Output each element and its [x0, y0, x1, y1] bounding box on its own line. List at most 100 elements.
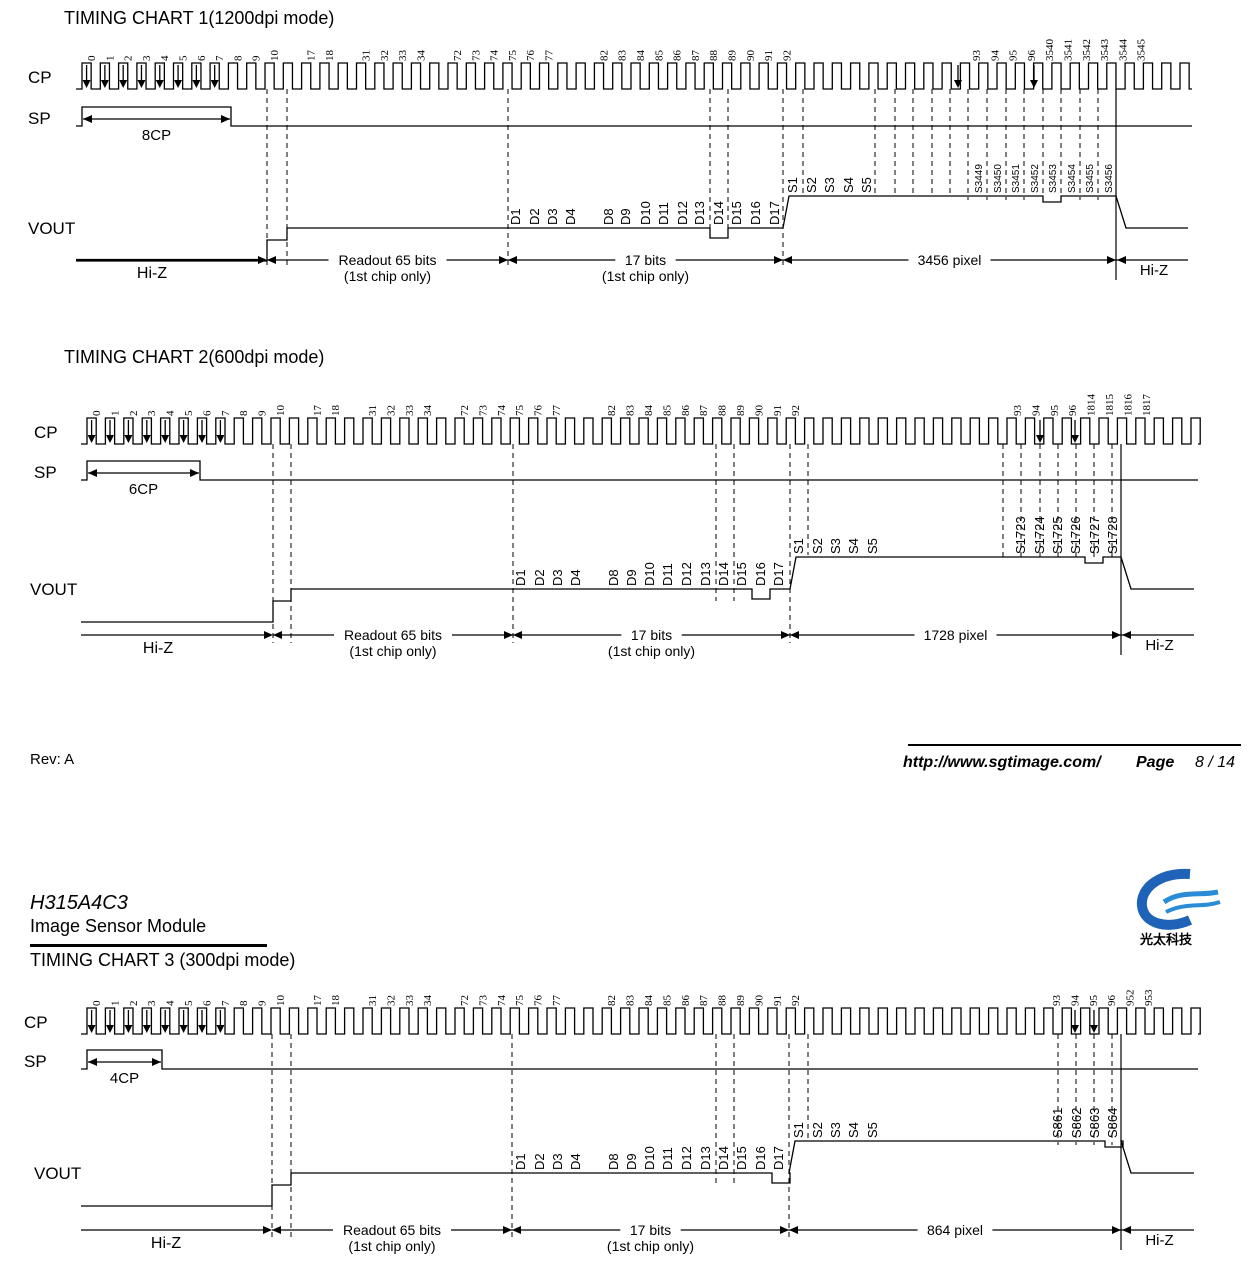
data-bit-label: D9: [618, 208, 633, 225]
bits-sub-label: (1st chip only): [608, 643, 695, 659]
pixel-label: S5: [859, 177, 874, 193]
cp-tick-label: 77: [544, 50, 556, 62]
cp-tick-label: 18: [324, 50, 336, 62]
data-bit-label: D17: [771, 562, 786, 586]
website-link[interactable]: http://www.sgtimage.com/: [903, 754, 1101, 771]
readout-sub-label: (1st chip only): [349, 643, 436, 659]
cp-tick-label: 74: [489, 50, 501, 62]
pixel-tail-label: S3449: [974, 164, 985, 193]
cp-tick-label: 1816: [1122, 394, 1134, 417]
cp-tick-label: 89: [727, 50, 739, 62]
readout-dimension-arrow-right: [504, 631, 513, 639]
cp-tick-label: 76: [533, 405, 545, 417]
data-bit-label: D8: [606, 1153, 621, 1170]
cp-tick-label: 0: [91, 410, 103, 416]
data-bit-label: D15: [729, 201, 744, 225]
cp-tick-label: 72: [452, 50, 464, 61]
cp-tick-label: 9: [257, 1000, 269, 1006]
data-bit-label: D14: [716, 562, 731, 586]
cp-tick-label: 32: [385, 995, 397, 1006]
cp-tick-label: 1814: [1086, 394, 1098, 417]
pixel-tail-label: S3454: [1067, 164, 1078, 193]
pixel-tail-label: S1726: [1068, 516, 1083, 554]
cp-tick-label: 96: [1026, 50, 1038, 62]
revision-label: Rev: A: [30, 751, 75, 768]
cp-pulse-arrow-head: [124, 435, 133, 443]
data-bit-label: D8: [606, 569, 621, 586]
vout-waveform: [81, 556, 1194, 623]
cp-tick-label: 33: [397, 50, 409, 62]
readout-dimension-label-bg: [333, 1221, 451, 1237]
hiz-arrow: [258, 256, 267, 264]
cp-signal-label: CP: [34, 423, 58, 442]
cp-tick-label: 953: [1143, 989, 1155, 1006]
cp-tick-label: 10: [269, 50, 281, 62]
cp-tick-label: 93: [1051, 995, 1063, 1007]
cp-tick-label: 5: [178, 55, 190, 61]
footer-divider: [908, 744, 1241, 746]
pixel-tail-label: S3453: [1048, 164, 1059, 193]
pixel-label: S2: [810, 538, 825, 554]
readout-dimension-arrow-right: [503, 1226, 512, 1234]
cp-pulse-arrow-head: [82, 80, 91, 88]
cp-tick-label: 17: [306, 50, 318, 62]
module-subtitle: Image Sensor Module: [30, 916, 207, 936]
pixel-tail-label: S864: [1105, 1108, 1120, 1138]
cp-tick-label: 0: [86, 55, 98, 61]
data-bit-label: D15: [734, 562, 749, 586]
cp-tick-label: 82: [606, 995, 618, 1006]
cp-tick-label: 85: [661, 405, 673, 417]
logo-text: 光太科技: [1139, 932, 1193, 947]
sp-width-dimension-arrow-left: [88, 469, 97, 477]
cp-pulse-arrow-head: [216, 435, 225, 443]
pixel-label: S3: [822, 177, 837, 193]
bits-dimension-arrow-left: [513, 631, 522, 639]
pixel-label: S5: [865, 538, 880, 554]
cp-tick-label: 75: [514, 995, 526, 1007]
data-bit-label: D13: [698, 1146, 713, 1170]
bits-dimension-arrow-left: [508, 256, 517, 264]
data-bit-label: D10: [642, 562, 657, 586]
sp-width-label: 6CP: [129, 481, 158, 498]
hiz-start-label: Hi-Z: [137, 265, 167, 282]
cp-pulse-arrow-head: [216, 1025, 225, 1033]
cp-tick-label: 2: [128, 1001, 140, 1007]
readout-dimension-arrow-left: [273, 631, 282, 639]
cp-tick-label: 87: [698, 995, 710, 1007]
cp-tick-label: 3544: [1117, 39, 1129, 62]
hiz-start-label: Hi-Z: [143, 640, 173, 657]
data-bit-label: D11: [656, 202, 671, 225]
pixel-dimension-label: 1728 pixel: [924, 627, 988, 643]
cp-tick-label: 18: [330, 405, 342, 417]
bits-dimension-arrow-right: [780, 1226, 789, 1234]
sp-signal-label: SP: [34, 463, 57, 482]
cp-tick-label: 74: [496, 995, 508, 1007]
chart3-title: TIMING CHART 3 (300dpi mode): [30, 950, 296, 970]
cp-pulse-arrow-head: [192, 80, 201, 88]
pixel-label: S4: [846, 1122, 861, 1138]
data-bit-label: D12: [679, 1146, 694, 1170]
cp-tick-label: 3: [146, 410, 158, 416]
cp-tick-label: 83: [625, 995, 637, 1007]
readout-dimension-label: Readout 65 bits: [338, 252, 436, 268]
cp-tick-label: 94: [989, 50, 1001, 62]
cp-tick-label: 72: [459, 405, 471, 416]
cp-tick-label: 82: [606, 405, 618, 416]
cp-signal-label: CP: [24, 1013, 48, 1032]
cp-tick-label: 84: [643, 405, 655, 417]
cp-tick-label: 18: [330, 995, 342, 1007]
cp-tick-label: 75: [514, 405, 526, 417]
pixel-label: S3: [828, 1122, 843, 1138]
cp-tick-label: 85: [661, 995, 673, 1007]
readout-sub-label: (1st chip only): [344, 268, 431, 284]
cp-tick-label: 72: [459, 995, 471, 1006]
cp-tick-label: 10: [275, 995, 287, 1007]
cp-tick-label: 91: [772, 405, 784, 416]
cp-tick-label: 85: [653, 50, 665, 62]
readout-dimension-label: Readout 65 bits: [343, 1222, 441, 1238]
hiz-start-label: Hi-Z: [151, 1235, 181, 1252]
cp-tick-label: 32: [385, 405, 397, 416]
data-bit-label: D8: [601, 208, 616, 225]
cp-tick-label: 84: [635, 50, 647, 62]
cp-signal-label: CP: [28, 68, 52, 87]
